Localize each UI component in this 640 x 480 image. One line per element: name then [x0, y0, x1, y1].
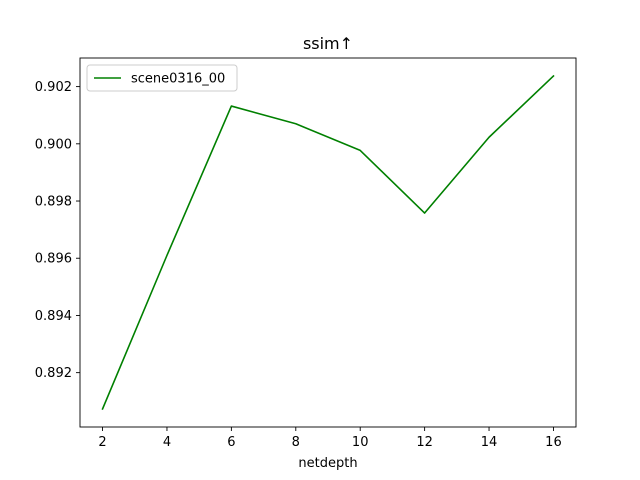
x-tick-label: 8 [292, 435, 300, 450]
y-tick-label: 0.894 [35, 309, 72, 324]
x-tick-label: 14 [481, 435, 498, 450]
legend-box [86, 64, 238, 92]
x-tick-label: 16 [545, 435, 562, 450]
x-tick-label: 4 [163, 435, 171, 450]
y-tick-label: 0.892 [35, 366, 72, 381]
y-tick-label: 0.896 [35, 252, 72, 267]
legend-label: scene0316_00 [131, 72, 225, 87]
plot-area: 2 4 6 8 10 12 14 16 0.892 0.894 0.896 0.898 0.900 0.9… [35, 57, 577, 450]
y-tick-label: 0.902 [35, 80, 72, 95]
y-tick-label: 0.900 [35, 137, 72, 152]
x-tick-label: 12 [416, 435, 433, 450]
chart-title: ssim↑ [303, 34, 353, 53]
y-tick-label: 0.898 [35, 195, 72, 210]
x-tick-label: 6 [227, 435, 235, 450]
legend: scene0316_00 [86, 64, 238, 92]
x-tick-label: 2 [98, 435, 106, 450]
x-tick-label: 10 [352, 435, 369, 450]
series-line-scene0316_00 [101, 74, 555, 411]
plot-frame [79, 57, 577, 428]
x-axis-title: netdepth [298, 456, 357, 471]
